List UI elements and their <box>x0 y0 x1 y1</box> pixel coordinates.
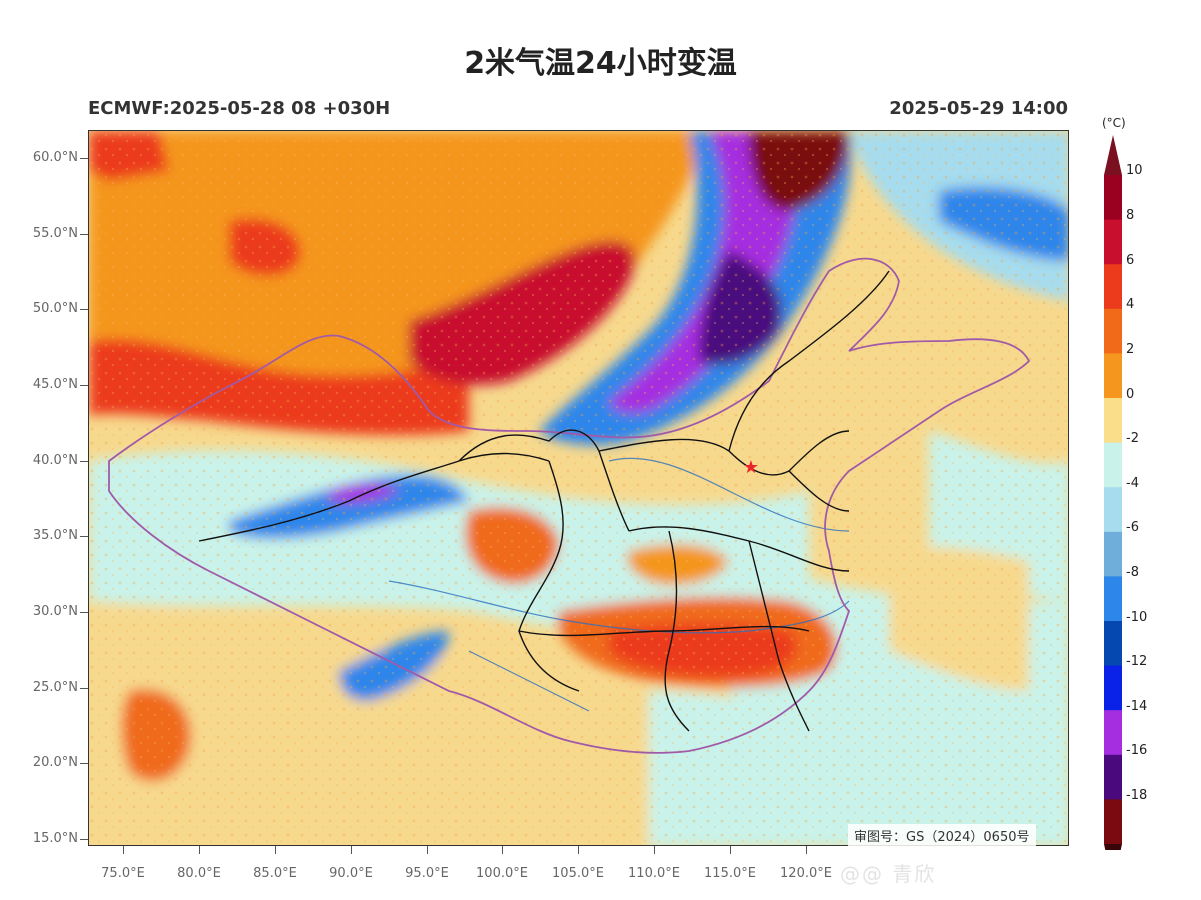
lon-tick <box>502 846 503 854</box>
colorbar-label: -16 <box>1126 743 1148 758</box>
colorbar-segment <box>1104 175 1122 221</box>
colorbar-unit: (°C) <box>1102 116 1126 130</box>
colorbar-label: -6 <box>1126 520 1139 535</box>
lon-label: 105.0°E <box>552 866 604 881</box>
texture-overlay <box>89 131 1068 845</box>
lon-tick <box>427 846 428 854</box>
lat-label: 45.0°N <box>32 377 78 392</box>
lon-label: 90.0°E <box>329 866 373 881</box>
colorbar-label: 10 <box>1126 163 1143 178</box>
colorbar-segment <box>1104 398 1122 444</box>
colorbar-label: -18 <box>1126 788 1148 803</box>
lon-tick <box>123 846 124 854</box>
colorbar-segment <box>1104 219 1122 265</box>
lon-label: 80.0°E <box>177 866 221 881</box>
lon-tick <box>654 846 655 854</box>
rivers <box>388 457 850 712</box>
colorbar-label: -2 <box>1126 431 1139 446</box>
lat-label: 50.0°N <box>32 301 78 316</box>
lon-label: 75.0°E <box>101 866 145 881</box>
lon-tick <box>199 846 200 854</box>
colorbar-label: 6 <box>1126 253 1135 268</box>
lon-label: 100.0°E <box>476 866 528 881</box>
national-boundary <box>108 257 1031 754</box>
lat-tick <box>80 234 88 235</box>
colorbar-segment <box>1104 665 1122 711</box>
colorbar-segment <box>1104 621 1122 667</box>
lon-tick <box>730 846 731 854</box>
colorbar-label: -14 <box>1126 699 1148 714</box>
lat-label: 15.0°N <box>32 831 78 846</box>
colorbar-label: 2 <box>1126 342 1135 357</box>
colorbar-segment <box>1104 754 1122 800</box>
colorbar-label: -4 <box>1126 476 1139 491</box>
colorbar-label: 8 <box>1126 208 1135 223</box>
lat-tick <box>80 612 88 613</box>
lon-label: 115.0°E <box>704 866 756 881</box>
colorbar-extend-min <box>1104 844 1122 850</box>
colorbar-segment <box>1104 353 1122 399</box>
lat-label: 25.0°N <box>32 680 78 695</box>
watermark: @@ 青欣 <box>840 862 937 886</box>
lon-tick <box>351 846 352 854</box>
lon-tick <box>275 846 276 854</box>
valid-time-label: 2025-05-29 14:00 <box>889 98 1068 119</box>
lat-label: 35.0°N <box>32 528 78 543</box>
model-run-label: ECMWF:2025-05-28 08 +030H <box>88 98 391 119</box>
lat-tick <box>80 839 88 840</box>
lat-tick <box>80 763 88 764</box>
colorbar-label: -10 <box>1126 610 1148 625</box>
map-approval-number: 审图号：GS（2024）0650号 <box>848 824 1036 847</box>
lon-tick <box>806 846 807 854</box>
colorbar-extend-max <box>1104 135 1122 175</box>
lon-label: 85.0°E <box>253 866 297 881</box>
map-title: 2米气温24小时变温 <box>464 46 737 81</box>
lon-label: 120.0°E <box>780 866 832 881</box>
lat-tick <box>80 688 88 689</box>
colorbar-label: -12 <box>1126 654 1148 669</box>
colorbar-segment <box>1104 308 1122 354</box>
colorbar-label: 0 <box>1126 387 1135 402</box>
colorbar-segment <box>1104 487 1122 533</box>
lat-label: 20.0°N <box>32 755 78 770</box>
lat-tick <box>80 309 88 310</box>
lat-label: 40.0°N <box>32 453 78 468</box>
lon-label: 110.0°E <box>628 866 680 881</box>
lat-tick <box>80 385 88 386</box>
colorbar-segment <box>1104 799 1122 845</box>
lat-tick <box>80 158 88 159</box>
lat-label: 30.0°N <box>32 604 78 619</box>
lat-label: 60.0°N <box>32 150 78 165</box>
colorbar-segment <box>1104 264 1122 310</box>
lat-label: 55.0°N <box>32 226 78 241</box>
colorbar-segment <box>1104 442 1122 488</box>
temperature-change-map: ★ <box>88 130 1069 846</box>
lat-tick <box>80 461 88 462</box>
map-canvas: ★ <box>89 131 1068 845</box>
colorbar-label: -8 <box>1126 565 1139 580</box>
provincial-boundaries <box>198 270 890 732</box>
lat-tick <box>80 536 88 537</box>
lon-label: 95.0°E <box>405 866 449 881</box>
colorbar-segment <box>1104 710 1122 756</box>
lon-tick <box>578 846 579 854</box>
colorbar-label: 4 <box>1126 297 1135 312</box>
colorbar-segment <box>1104 576 1122 622</box>
star-icon: ★ <box>743 457 759 478</box>
colorbar <box>1104 135 1122 850</box>
colorbar-segment <box>1104 531 1122 577</box>
